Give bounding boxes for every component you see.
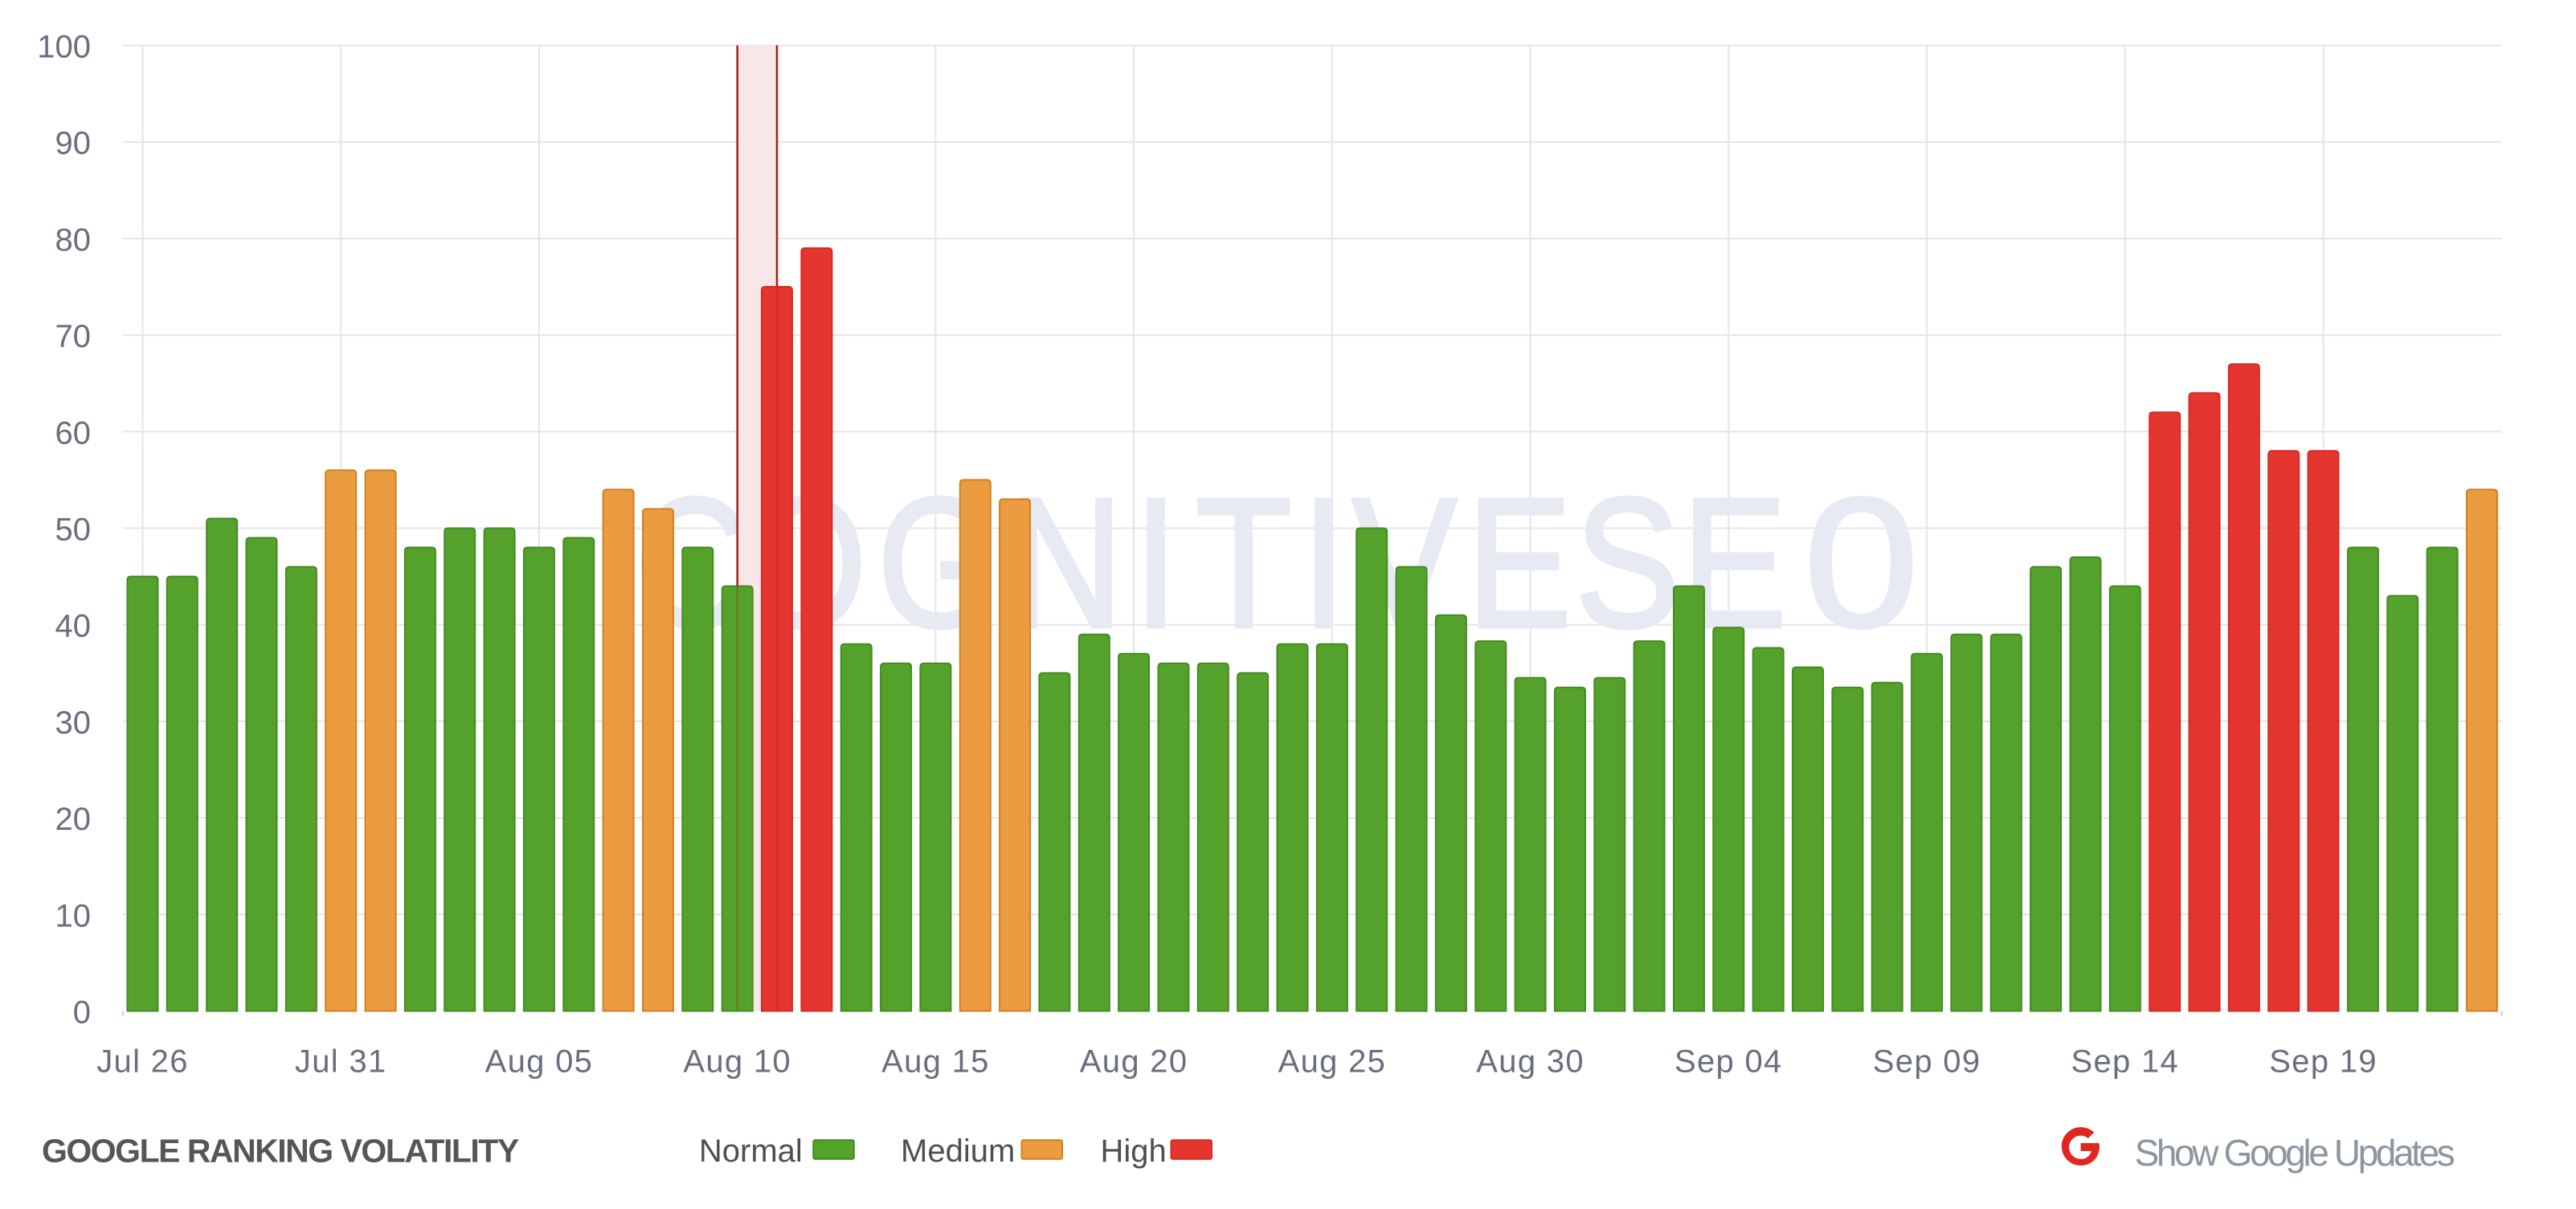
svg-text:Sep 09: Sep 09 bbox=[1873, 1044, 1981, 1080]
svg-text:Aug 25: Aug 25 bbox=[1278, 1044, 1387, 1080]
svg-text:20: 20 bbox=[55, 802, 92, 837]
svg-text:100: 100 bbox=[37, 30, 91, 65]
svg-text:Aug 20: Aug 20 bbox=[1080, 1044, 1188, 1080]
svg-text:Normal: Normal bbox=[699, 1133, 803, 1169]
svg-text:Aug 10: Aug 10 bbox=[683, 1044, 791, 1080]
svg-text:I: I bbox=[1134, 460, 1177, 666]
svg-text:S: S bbox=[1575, 460, 1679, 666]
svg-text:Jul 31: Jul 31 bbox=[295, 1044, 387, 1080]
svg-text:Show Google Updates: Show Google Updates bbox=[2135, 1132, 2455, 1174]
svg-text:T: T bbox=[1196, 460, 1291, 666]
svg-text:0: 0 bbox=[73, 995, 91, 1031]
svg-text:Jul 26: Jul 26 bbox=[96, 1044, 189, 1080]
svg-text:90: 90 bbox=[55, 126, 92, 161]
svg-text:Sep 14: Sep 14 bbox=[2071, 1044, 2180, 1080]
svg-text:70: 70 bbox=[55, 319, 92, 354]
svg-text:10: 10 bbox=[55, 898, 92, 933]
svg-text:80: 80 bbox=[55, 223, 92, 258]
svg-text:0: 0 bbox=[1804, 460, 1919, 666]
svg-text:40: 40 bbox=[55, 609, 92, 644]
svg-text:Medium: Medium bbox=[901, 1133, 1015, 1169]
svg-text:I: I bbox=[1302, 460, 1345, 666]
svg-text:Sep 04: Sep 04 bbox=[1674, 1044, 1783, 1080]
svg-text:60: 60 bbox=[55, 415, 92, 451]
svg-text:High: High bbox=[1101, 1133, 1167, 1169]
svg-text:Aug 30: Aug 30 bbox=[1476, 1044, 1584, 1080]
svg-text:E: E bbox=[1467, 460, 1572, 666]
svg-text:Sep 19: Sep 19 bbox=[2269, 1044, 2378, 1080]
svg-text:30: 30 bbox=[55, 705, 92, 741]
svg-text:50: 50 bbox=[55, 513, 92, 548]
svg-text:Aug 15: Aug 15 bbox=[881, 1044, 990, 1080]
svg-text:GOOGLE RANKING VOLATILITY: GOOGLE RANKING VOLATILITY bbox=[42, 1132, 519, 1169]
svg-text:Aug 05: Aug 05 bbox=[485, 1044, 594, 1080]
